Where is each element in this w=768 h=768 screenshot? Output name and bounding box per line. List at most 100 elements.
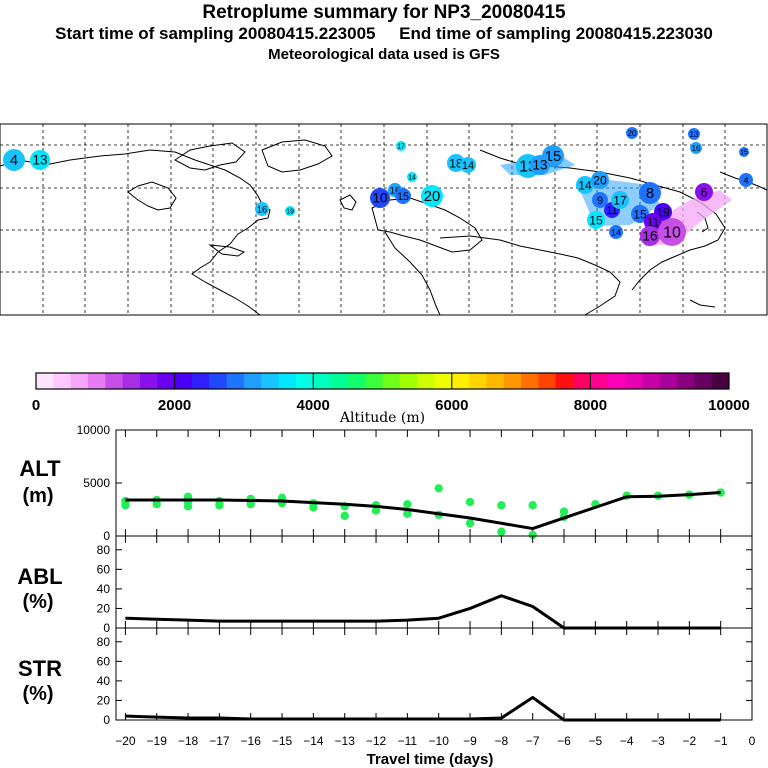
marker-dot — [370, 188, 390, 208]
marker-dot — [611, 191, 629, 209]
colorbar-segment — [347, 373, 366, 389]
colorbar-segment — [521, 373, 539, 389]
panel-label: ALT — [19, 456, 61, 481]
marker-label: 13 — [32, 153, 47, 168]
altitude-scatter-point — [215, 501, 224, 510]
marker-dot — [626, 127, 638, 139]
colorbar-segment — [174, 373, 193, 389]
marker-label: 16 — [390, 185, 401, 196]
x-tick-label: 0 — [749, 734, 756, 748]
colorbar-segment — [434, 373, 453, 389]
colorbar-segment — [139, 373, 158, 389]
altitude-scatter-point — [371, 506, 381, 515]
series-line — [125, 491, 721, 531]
series-line — [125, 594, 721, 630]
colorbar-tick-label: 10000 — [708, 397, 750, 414]
colorbar-tick-label: 8000 — [574, 397, 607, 414]
marker-label: 15 — [589, 213, 603, 227]
x-tick-label: −15 — [272, 734, 293, 748]
marker-dot — [592, 192, 608, 208]
altitude-scatter-point — [183, 502, 193, 511]
marker-label: 9 — [597, 195, 603, 207]
trajectory-marker: 19 — [285, 206, 295, 216]
marker-dot — [658, 218, 686, 246]
marker-label: 11 — [647, 215, 660, 229]
x-tick-label: −1 — [714, 734, 728, 748]
colorbar-segment — [36, 373, 54, 389]
y-tick-label: 20 — [97, 693, 111, 707]
marker-dot — [576, 176, 594, 194]
marker-dot — [587, 211, 605, 229]
y-tick-label: 0 — [103, 713, 110, 727]
panel-str: 0 20 40 60 80 STR(%) — [18, 627, 753, 727]
panel-frame — [115, 535, 753, 629]
x-tick-label: −18 — [178, 734, 199, 748]
y-tick-label: 0 — [103, 529, 110, 543]
y-tick-label: 60 — [97, 562, 111, 576]
trajectory-marker: 10 — [658, 218, 686, 246]
colorbar-segment — [122, 373, 141, 389]
altitude-scatter-point — [528, 530, 537, 540]
marker-label: 17 — [613, 193, 627, 207]
trajectory-marker: 14 — [609, 225, 623, 239]
y-tick-label: 20 — [97, 601, 111, 615]
colorbar-segment — [70, 373, 89, 389]
colorbar-segment — [261, 373, 279, 389]
colorbar-segment — [694, 373, 713, 389]
trajectory-marker: 10 — [370, 188, 390, 208]
x-tick-label: −16 — [241, 734, 262, 748]
trajectory-marker: 13 — [530, 155, 550, 175]
marker-label: 16 — [257, 204, 268, 215]
altitude-scatter-point — [716, 488, 725, 497]
panel-unit: (m) — [22, 485, 53, 507]
colorbar-segment — [399, 373, 418, 389]
colorbar-segment — [278, 373, 297, 389]
marker-label: 19 — [286, 208, 294, 215]
marker-label: 16 — [642, 229, 657, 244]
marker-label: 8 — [646, 186, 654, 202]
marker-dot — [609, 225, 623, 239]
trajectory-marker: 13 — [688, 128, 700, 140]
marker-label: 4 — [10, 153, 18, 169]
x-tick-label: −12 — [366, 734, 387, 748]
trajectory-marker: 14 — [460, 157, 476, 173]
altitude-colorbar: 0 2000 4000 6000 8000 10000 Altitude (m) — [32, 372, 750, 426]
x-axis-label: Travel time (days) — [367, 751, 494, 768]
trajectory-marker: 9 — [592, 192, 608, 208]
colorbar-segment — [555, 373, 574, 389]
map-gridlines — [0, 124, 767, 315]
trajectory-marker: 15 — [587, 211, 605, 229]
trajectory-marker: 8 — [639, 182, 661, 204]
colorbar-tick-label: 2000 — [158, 397, 191, 414]
x-tick-label: −6 — [557, 734, 571, 748]
panel-unit: (%) — [22, 591, 53, 613]
marker-label: 15 — [740, 149, 748, 156]
y-tick-label: 80 — [97, 543, 111, 557]
trajectory-marker: 4 — [739, 173, 753, 187]
trajectory-marker: 15 — [395, 188, 411, 204]
marker-label: 10 — [372, 191, 387, 206]
altitude-scatter-point — [497, 501, 506, 510]
trajectory-marker: 15 — [739, 147, 749, 157]
colorbar-tick-label: 0 — [32, 397, 40, 414]
y-tick-label: 10000 — [77, 423, 111, 437]
colorbar-segment — [295, 373, 314, 389]
colorbar-axis-label: Altitude (m) — [339, 410, 425, 426]
colorbar-segment — [503, 373, 522, 389]
series-line — [125, 696, 721, 722]
colorbar-segment — [53, 373, 72, 389]
colorbar-segment — [365, 373, 383, 389]
x-tick-label: −14 — [303, 734, 324, 748]
marker-dot — [688, 128, 700, 140]
y-tick-label: 80 — [97, 635, 111, 649]
x-tick-label: −9 — [463, 734, 477, 748]
trajectory-marker: 13 — [30, 150, 50, 170]
trajectory-marker: 14 — [576, 176, 594, 194]
y-tick-label: 5000 — [83, 476, 110, 490]
y-tick-label: 60 — [97, 654, 111, 668]
colorbar-segment — [243, 373, 262, 389]
marker-label: 17 — [397, 143, 405, 150]
colorbar-segment — [677, 373, 695, 389]
